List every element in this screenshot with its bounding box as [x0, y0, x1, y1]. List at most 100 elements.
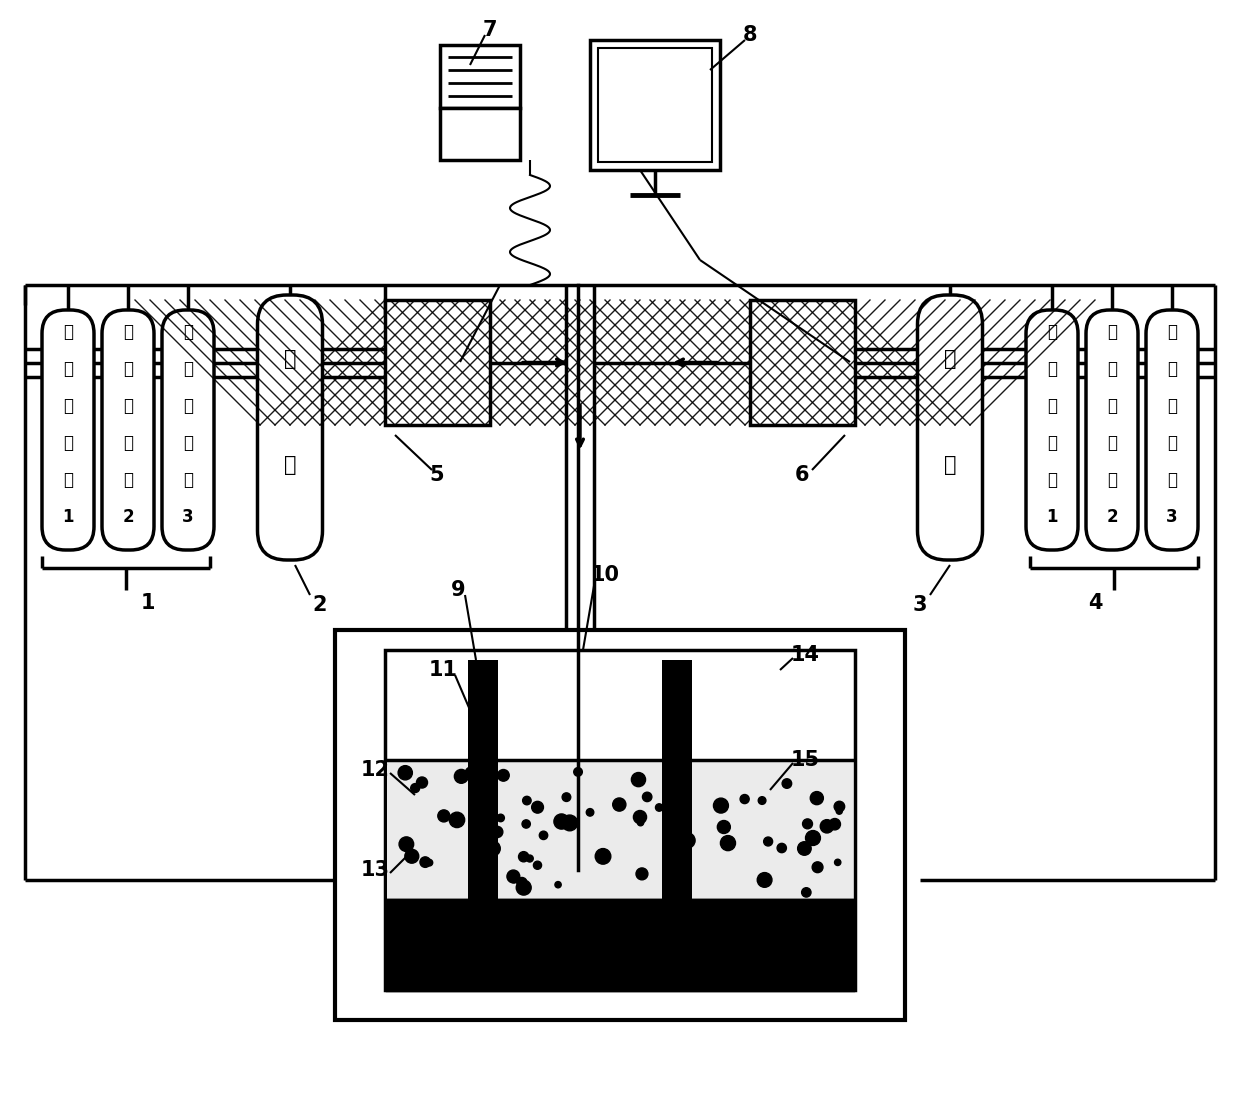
Circle shape [532, 801, 543, 813]
Circle shape [812, 862, 823, 873]
Circle shape [574, 768, 583, 777]
Text: 体: 体 [184, 471, 193, 489]
Circle shape [516, 880, 531, 895]
Text: 还: 还 [1047, 324, 1056, 341]
Circle shape [485, 841, 500, 856]
Circle shape [507, 870, 520, 883]
FancyBboxPatch shape [1025, 310, 1078, 550]
Circle shape [806, 831, 821, 845]
Circle shape [484, 772, 495, 784]
Circle shape [835, 801, 844, 812]
Text: 15: 15 [790, 750, 820, 770]
Text: 1: 1 [1047, 507, 1058, 526]
Circle shape [678, 774, 688, 783]
Circle shape [835, 859, 841, 865]
Circle shape [830, 819, 841, 830]
Circle shape [562, 815, 578, 831]
Circle shape [797, 842, 811, 855]
Text: 12: 12 [361, 760, 389, 780]
Circle shape [522, 797, 531, 804]
Bar [440, 109, 520, 160]
Circle shape [717, 821, 730, 833]
Circle shape [820, 820, 833, 833]
Text: 氧: 氧 [123, 324, 133, 341]
Text: 氧: 氧 [184, 324, 193, 341]
Circle shape [713, 798, 728, 813]
Text: 原: 原 [1107, 360, 1117, 378]
FancyBboxPatch shape [102, 310, 154, 550]
Text: 5: 5 [430, 465, 444, 485]
Text: 气: 气 [63, 434, 73, 452]
Circle shape [801, 888, 811, 897]
Bar [440, 45, 520, 109]
Text: 气: 气 [123, 434, 133, 452]
Text: 还: 还 [1107, 324, 1117, 341]
Circle shape [680, 833, 696, 848]
Text: 9: 9 [450, 579, 465, 601]
Text: 性: 性 [63, 397, 73, 416]
Text: 化: 化 [123, 360, 133, 378]
Circle shape [642, 792, 652, 801]
Bar [590, 40, 720, 170]
Text: 性: 性 [1047, 397, 1056, 416]
Text: 3: 3 [1166, 507, 1178, 526]
Circle shape [595, 849, 611, 864]
Circle shape [399, 837, 414, 851]
Circle shape [637, 820, 644, 825]
Text: 体: 体 [123, 471, 133, 489]
Circle shape [508, 873, 520, 883]
Circle shape [720, 835, 735, 851]
Text: 气: 气 [1047, 434, 1056, 452]
Text: 4: 4 [1087, 593, 1102, 613]
Circle shape [802, 819, 812, 829]
Text: 14: 14 [791, 645, 820, 665]
Text: 体: 体 [63, 471, 73, 489]
Circle shape [398, 766, 413, 780]
Circle shape [438, 810, 450, 822]
Text: 体: 体 [1047, 471, 1056, 489]
Circle shape [758, 797, 766, 804]
Circle shape [810, 791, 823, 804]
Text: 原: 原 [1167, 360, 1177, 378]
Circle shape [758, 873, 773, 888]
Bar [384, 300, 490, 425]
Text: 体: 体 [1167, 471, 1177, 489]
Text: 11: 11 [429, 660, 458, 680]
Circle shape [420, 856, 430, 868]
Text: 气: 气 [184, 434, 193, 452]
Bar [384, 300, 490, 425]
Text: 8: 8 [743, 25, 758, 45]
Bar [387, 900, 853, 991]
Circle shape [665, 770, 672, 777]
Circle shape [472, 767, 482, 776]
FancyBboxPatch shape [42, 310, 94, 550]
Circle shape [613, 798, 626, 811]
Circle shape [836, 808, 842, 814]
Text: 性: 性 [1167, 397, 1177, 416]
Text: 3: 3 [913, 595, 928, 615]
Circle shape [634, 810, 646, 823]
Text: 原: 原 [1047, 360, 1056, 378]
Circle shape [410, 783, 419, 792]
Circle shape [517, 878, 527, 888]
Bar [750, 300, 856, 425]
Text: 氮: 氮 [284, 349, 296, 369]
Circle shape [427, 860, 433, 866]
Text: 6: 6 [795, 465, 810, 485]
Circle shape [656, 803, 663, 811]
Bar [335, 630, 905, 1020]
FancyBboxPatch shape [1086, 310, 1138, 550]
Text: 10: 10 [590, 565, 620, 585]
Text: 1: 1 [141, 593, 155, 613]
Text: 2: 2 [1106, 507, 1117, 526]
Text: 性: 性 [123, 397, 133, 416]
Circle shape [417, 777, 428, 788]
Circle shape [740, 794, 749, 803]
Circle shape [631, 772, 646, 787]
Text: 气: 气 [944, 454, 956, 474]
FancyBboxPatch shape [162, 310, 215, 550]
Circle shape [764, 837, 773, 847]
Bar [662, 660, 692, 905]
Circle shape [777, 843, 786, 853]
Text: 化: 化 [63, 360, 73, 378]
